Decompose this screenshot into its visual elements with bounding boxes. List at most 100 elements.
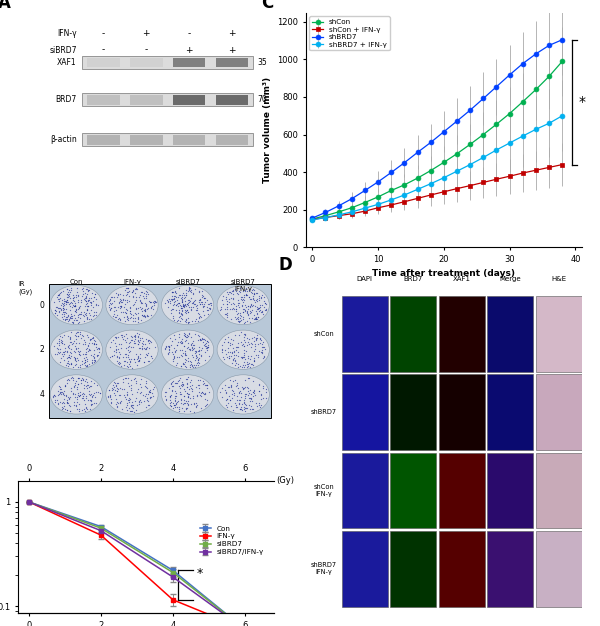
Point (73, 284, 82, 294)
Point (242, 362, 251, 372)
Point (141, 378, 151, 388)
Point (231, 345, 241, 355)
Point (76, 387, 85, 397)
Point (235, 310, 245, 320)
Point (176, 361, 185, 371)
Point (122, 406, 131, 416)
Point (53, 386, 62, 396)
Point (137, 305, 146, 316)
Point (143, 401, 152, 411)
Point (185, 296, 194, 306)
Point (128, 399, 137, 409)
Point (61, 312, 71, 322)
Point (79, 307, 89, 317)
Point (93, 350, 103, 360)
Point (243, 309, 253, 319)
Point (175, 389, 185, 399)
Point (219, 354, 229, 364)
Point (149, 298, 159, 308)
Point (250, 301, 260, 311)
Point (187, 386, 197, 396)
Point (225, 394, 235, 404)
Point (249, 346, 259, 356)
Point (188, 336, 198, 346)
Point (82, 313, 92, 323)
Point (259, 342, 268, 352)
Point (229, 386, 238, 396)
Point (146, 351, 156, 361)
Point (222, 299, 232, 309)
Point (180, 348, 190, 358)
Point (203, 380, 212, 390)
Point (187, 339, 196, 349)
FancyBboxPatch shape (536, 374, 582, 450)
Point (50, 308, 60, 318)
Point (250, 288, 259, 298)
Point (260, 344, 270, 354)
Point (89, 297, 98, 307)
Point (228, 376, 238, 386)
Point (91, 307, 101, 317)
Point (167, 287, 176, 297)
Point (130, 308, 140, 318)
Point (62, 295, 71, 305)
Point (254, 304, 263, 314)
Point (243, 359, 253, 369)
Point (254, 305, 263, 316)
Point (250, 336, 259, 346)
Point (180, 354, 190, 364)
Point (128, 342, 137, 352)
Point (181, 350, 190, 360)
Point (135, 302, 145, 312)
FancyBboxPatch shape (87, 58, 119, 67)
Point (167, 347, 177, 357)
Point (134, 397, 144, 407)
Point (254, 379, 264, 389)
Point (130, 287, 140, 297)
Point (167, 381, 176, 391)
Point (234, 395, 244, 405)
Point (73, 312, 82, 322)
Point (62, 358, 71, 368)
Point (190, 284, 200, 294)
Point (190, 399, 199, 409)
Point (106, 398, 116, 408)
Point (177, 306, 187, 316)
Point (129, 331, 139, 341)
Point (88, 399, 97, 409)
Point (178, 379, 187, 389)
Point (169, 400, 179, 410)
Point (148, 384, 158, 394)
Point (254, 386, 264, 396)
Point (55, 397, 64, 407)
Point (238, 312, 248, 322)
Point (164, 383, 174, 393)
Point (139, 396, 149, 406)
Point (112, 401, 122, 411)
FancyBboxPatch shape (487, 453, 533, 528)
Point (182, 315, 191, 325)
Point (236, 387, 246, 398)
Point (71, 334, 81, 344)
Point (85, 344, 94, 354)
Point (160, 343, 169, 353)
Point (142, 393, 152, 403)
Point (181, 288, 191, 298)
Point (256, 307, 265, 317)
Point (71, 290, 80, 300)
Point (226, 394, 235, 404)
Point (105, 305, 115, 315)
Point (191, 401, 200, 411)
Point (109, 302, 119, 312)
Point (67, 372, 77, 382)
Point (188, 288, 198, 298)
Point (137, 344, 147, 354)
Point (175, 345, 185, 355)
Point (192, 305, 202, 315)
Point (254, 398, 264, 408)
Point (70, 347, 80, 357)
Point (64, 314, 74, 324)
Point (142, 286, 151, 296)
Point (203, 305, 212, 315)
Point (109, 379, 118, 389)
